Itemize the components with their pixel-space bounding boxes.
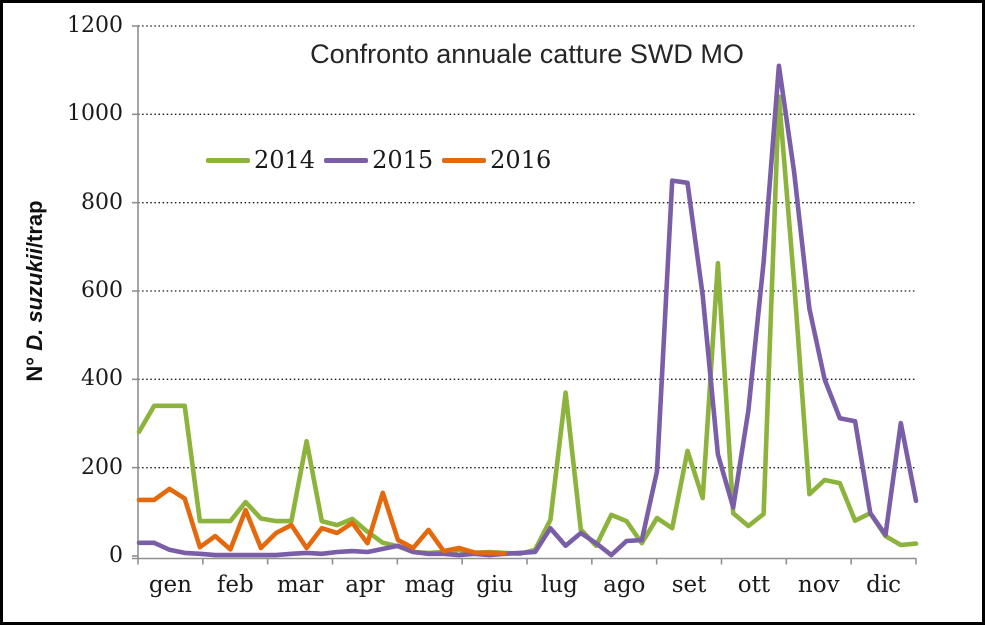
legend-swatch-2014 xyxy=(206,157,250,163)
x-tick-label-mar: mar xyxy=(276,572,324,598)
y-tick-label: 600 xyxy=(81,278,123,303)
legend-item-2014: 2014 xyxy=(206,148,315,172)
plot-area xyxy=(132,25,919,565)
x-tick-label-ott: ott xyxy=(737,572,771,598)
series-line-2015 xyxy=(136,63,919,558)
legend: 2014 2015 2016 xyxy=(206,145,551,175)
x-tick-label-ago: ago xyxy=(603,572,646,598)
x-tick-label-set: set xyxy=(671,572,707,598)
legend-label-2016: 2016 xyxy=(490,146,552,174)
legend-swatch-2015 xyxy=(324,157,369,163)
chart-title: Confronto annuale catture SWD MO xyxy=(310,39,744,69)
legend-label-2015: 2015 xyxy=(372,146,434,174)
x-tick-label-mag: mag xyxy=(404,572,455,598)
legend-swatch-2016 xyxy=(442,157,487,163)
x-tick-label-nov: nov xyxy=(797,572,840,598)
x-tick-label-dic: dic xyxy=(866,572,902,598)
y-tick-label: 200 xyxy=(81,454,123,480)
legend-item-2016: 2016 xyxy=(442,148,551,172)
x-tick-label-lug: lug xyxy=(540,572,578,598)
x-tick-label-feb: feb xyxy=(216,572,254,598)
legend-item-2015: 2015 xyxy=(324,148,433,172)
y-tick-label: 0 xyxy=(109,543,123,568)
x-tick-label-apr: apr xyxy=(345,572,385,598)
legend-label-2014: 2014 xyxy=(254,146,316,174)
y-tick-label: 800 xyxy=(81,189,123,215)
series-line-2016 xyxy=(136,486,507,556)
x-tick-label-giu: giu xyxy=(476,572,514,598)
y-tick-label: 400 xyxy=(81,366,123,392)
x-tick-label-gen: gen xyxy=(148,572,192,598)
y-tick-label: 1000 xyxy=(67,101,123,127)
y-tick-label: 1200 xyxy=(67,13,123,38)
